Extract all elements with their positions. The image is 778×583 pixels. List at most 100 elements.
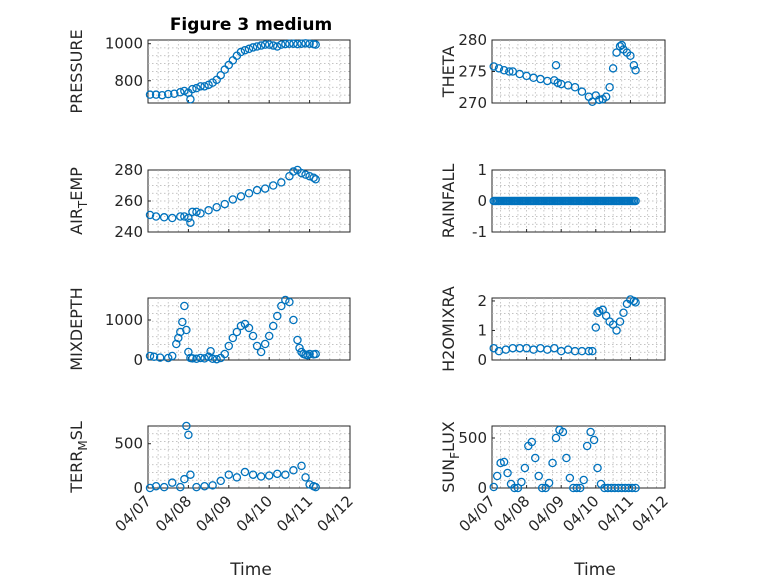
data-point [619,308,628,318]
data-point [584,346,594,356]
x-tick-label: 04/10 [233,492,276,535]
data-point [180,301,189,311]
data-point [145,483,155,493]
y-tick-label: -1 [472,223,487,241]
data-point [489,62,498,71]
y-tick-label: 500 [114,435,143,453]
data-point [494,64,504,73]
y-tick-label: 0 [133,351,143,369]
data-point [163,353,173,363]
data-point [586,427,595,437]
data-point [527,437,537,447]
y-tick-label: 275 [458,63,487,81]
data-point [151,481,161,491]
data-point [200,354,209,363]
data-point [268,41,278,50]
data-point [612,48,621,57]
data-point [510,483,519,493]
y-tick-label: 0 [477,192,487,210]
data-point [224,470,234,479]
data-point [277,40,286,49]
y-tick-label: 260 [114,192,143,210]
y-tick-label: 1000 [105,311,143,329]
data-point [151,90,161,99]
data-point [240,45,250,55]
data-point [305,39,314,48]
data-point [605,83,614,92]
y-axis-label: THETA [439,46,458,98]
data-point [182,421,191,431]
data-point [295,343,304,353]
y-tick-label: 2 [477,292,487,310]
y-tick-label: 0 [133,479,143,497]
y-axis-label-subscript: M [76,440,90,450]
y-axis-label: MIXDEPTH [67,287,86,370]
data-point [260,184,270,193]
data-point [216,476,225,486]
subplot-5: 0 1000 MIXDEPTH [67,287,351,371]
data-point [309,173,318,182]
data-point [192,207,201,217]
data-point [289,315,298,325]
data-point [551,60,561,70]
data-point [273,42,282,51]
data-point [196,82,205,91]
data-point [224,341,234,351]
data-point [520,463,530,473]
data-point [252,341,262,351]
y-tick-label: 1 [477,161,487,179]
x-tick-label: 04/12 [314,492,357,535]
data-point [163,89,173,99]
data-point [180,86,189,96]
data-point [248,331,258,341]
data-point [252,42,262,51]
y-axis-label-rest: EMP [67,167,86,201]
data-point [157,90,167,100]
data-point [297,168,306,178]
data-point [629,60,639,70]
data-point [631,196,640,206]
data-point [268,181,278,190]
data-point [505,67,514,76]
x-tick-label: 04/09 [525,492,568,535]
data-point [167,213,177,223]
data-point [531,453,540,463]
data-point [212,354,221,364]
y-tick-label: 270 [458,94,487,112]
data-point [593,463,602,473]
data-point [499,65,509,75]
subplot-6: 0 1 2 H2OMIXRA [439,286,666,372]
data-point [145,90,155,99]
data-point [631,483,640,493]
data-point [256,472,266,481]
x-tick-label: 04/08 [152,492,195,535]
subplot-3: 240 260 280 AIRTEMP [67,161,351,241]
data-point [293,335,302,345]
data-point [206,346,215,356]
data-point [196,209,205,218]
y-tick-label: 500 [458,429,487,447]
data-point [311,482,320,492]
x-axis-label-right: Time [573,560,616,580]
data-point [264,331,274,341]
data-point [236,192,246,201]
y-tick-label: 0 [477,351,487,369]
data-point [260,40,270,49]
data-point [170,89,179,98]
figure-title: Figure 3 medium [170,15,332,35]
data-point [228,195,238,204]
data-point [204,80,213,90]
data-point [496,458,505,468]
y-axis-label-main: TERR [67,451,86,494]
x-tick-label: 04/12 [629,492,672,535]
data-point [579,475,588,485]
y-tick-label: 800 [114,72,143,90]
data-point [577,87,587,96]
data-point [608,64,618,73]
data-point [301,39,310,48]
data-point [503,468,512,478]
data-point [208,354,217,364]
data-point [145,210,155,220]
data-point [627,483,637,493]
